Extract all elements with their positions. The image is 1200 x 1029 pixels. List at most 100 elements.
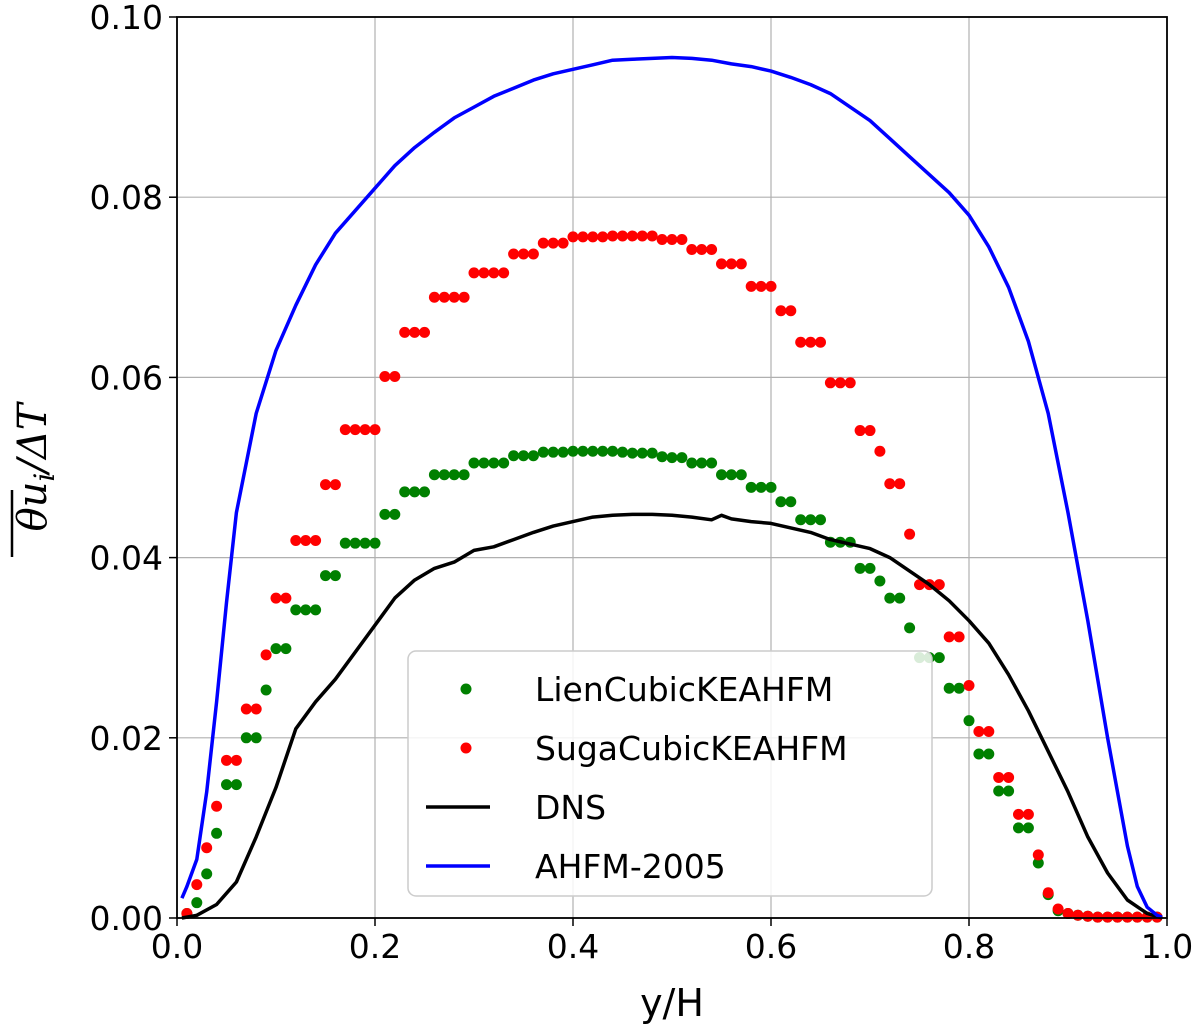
sugacubickeahfm-point <box>646 230 658 242</box>
liencubickeahfm-point <box>458 469 470 481</box>
sugacubickeahfm-point <box>260 649 272 661</box>
sugacubickeahfm-point <box>745 280 757 292</box>
grid <box>176 16 1168 919</box>
liencubickeahfm-point <box>953 682 965 694</box>
sugacubickeahfm-point <box>953 631 965 643</box>
sugacubickeahfm-point <box>458 291 470 303</box>
sugacubickeahfm-point <box>983 725 995 737</box>
liencubickeahfm-point <box>389 508 401 520</box>
sugacubickeahfm-point <box>696 243 708 255</box>
liencubickeahfm-point <box>656 451 668 463</box>
liencubickeahfm-point <box>448 469 460 481</box>
sugacubickeahfm-point <box>221 754 232 766</box>
sugacubickeahfm-point <box>834 377 846 389</box>
sugacubickeahfm-point <box>1042 887 1054 899</box>
sugacubickeahfm-point <box>320 479 331 491</box>
plot-area <box>180 55 1163 923</box>
y-axis-label-tail: /ΔT <box>10 400 56 476</box>
sugacubickeahfm-point <box>419 326 430 338</box>
liencubickeahfm-point <box>300 604 312 616</box>
sugacubickeahfm-point <box>468 267 480 279</box>
x-tick-label: 1.0 <box>1141 927 1193 966</box>
liencubickeahfm-point <box>320 570 331 582</box>
sugacubickeahfm-point <box>854 425 866 437</box>
sugacubickeahfm-point <box>785 305 797 317</box>
sugacubickeahfm-point <box>270 592 282 604</box>
liencubickeahfm-point <box>567 445 579 457</box>
liencubickeahfm-point <box>646 447 658 459</box>
sugacubickeahfm-point <box>666 234 678 246</box>
sugacubickeahfm-point <box>488 267 500 279</box>
sugacubickeahfm-point <box>290 534 302 546</box>
sugacubickeahfm-point <box>359 424 371 436</box>
sugacubickeahfm-point <box>933 579 945 591</box>
liencubickeahfm-point <box>557 446 569 458</box>
liencubickeahfm-point <box>478 457 490 469</box>
sugacubickeahfm-point <box>567 231 579 243</box>
liencubickeahfm-point <box>983 748 995 760</box>
sugacubickeahfm-point <box>448 291 460 303</box>
liencubickeahfm-point <box>696 457 708 469</box>
liencubickeahfm-point <box>874 575 886 587</box>
liencubickeahfm-point <box>686 457 698 469</box>
sugacubickeahfm-point <box>676 234 688 246</box>
sugacubickeahfm-point <box>518 248 529 260</box>
sugacubickeahfm-point <box>1052 903 1064 915</box>
x-tick-label: 0.2 <box>349 927 401 966</box>
sugacubickeahfm-point <box>597 231 609 243</box>
sugacubickeahfm-point <box>775 305 787 317</box>
sugacubickeahfm-point <box>438 291 450 303</box>
svg-text:θui/ΔT: θui/ΔT <box>10 400 61 531</box>
sugacubickeahfm-point <box>1082 910 1094 922</box>
liencubickeahfm-point <box>310 604 322 616</box>
x-axis-label: y/H <box>640 981 704 1025</box>
sugacubickeahfm-point <box>824 377 836 389</box>
sugacubickeahfm-point <box>1112 911 1123 923</box>
liencubickeahfm-point <box>280 643 292 655</box>
liencubickeahfm-point <box>1032 857 1044 869</box>
liencubickeahfm-point <box>735 469 747 481</box>
liencubickeahfm-point <box>508 450 520 462</box>
sugacubickeahfm-point <box>250 703 262 715</box>
sugacubickeahfm-point <box>864 425 876 437</box>
liencubickeahfm-point <box>1013 822 1024 834</box>
sugacubickeahfm-point <box>686 243 698 255</box>
sugacubickeahfm-point <box>904 528 916 540</box>
liencubickeahfm-point <box>201 868 213 880</box>
sugacubickeahfm-point <box>1003 771 1015 783</box>
legend-liencubickeahfm-marker <box>460 683 472 695</box>
liencubickeahfm-point <box>933 652 945 664</box>
sugacubickeahfm-point <box>815 336 826 348</box>
sugacubickeahfm-point <box>379 370 391 382</box>
sugacubickeahfm-point <box>617 230 628 242</box>
sugacubickeahfm-point <box>191 879 203 891</box>
sugacubickeahfm-point <box>874 445 886 457</box>
y-tick-label: 0.00 <box>90 899 163 938</box>
legend-liencubickeahfm-label: LienCubicKEAHFM <box>535 670 833 709</box>
sugacubickeahfm-point <box>389 370 401 382</box>
liencubickeahfm-point <box>547 446 559 458</box>
sugacubickeahfm-point <box>587 231 599 243</box>
sugacubickeahfm-point <box>557 237 569 249</box>
liencubickeahfm-point <box>230 779 242 791</box>
liencubickeahfm-point <box>527 450 539 462</box>
ahfm-2005-line <box>180 55 1163 919</box>
sugacubickeahfm-point <box>211 800 223 812</box>
liencubickeahfm-point <box>260 684 272 696</box>
liencubickeahfm-point <box>716 469 727 481</box>
sugacubickeahfm-point <box>329 479 341 491</box>
liencubickeahfm-point <box>1022 822 1034 834</box>
liencubickeahfm-point <box>864 562 876 574</box>
liencubickeahfm-point <box>518 450 529 462</box>
sugacubickeahfm-point <box>626 230 638 242</box>
liencubickeahfm-point <box>329 570 341 582</box>
sugacubickeahfm-point <box>280 592 292 604</box>
liencubickeahfm-point <box>428 469 440 481</box>
x-tick-label: 0.0 <box>151 927 203 966</box>
liencubickeahfm-point <box>894 592 906 604</box>
dns-line <box>181 512 1163 920</box>
sugacubickeahfm-point <box>795 336 807 348</box>
sugacubickeahfm-point <box>369 424 381 436</box>
liencubickeahfm-point <box>399 486 411 498</box>
liencubickeahfm-point <box>379 508 391 520</box>
